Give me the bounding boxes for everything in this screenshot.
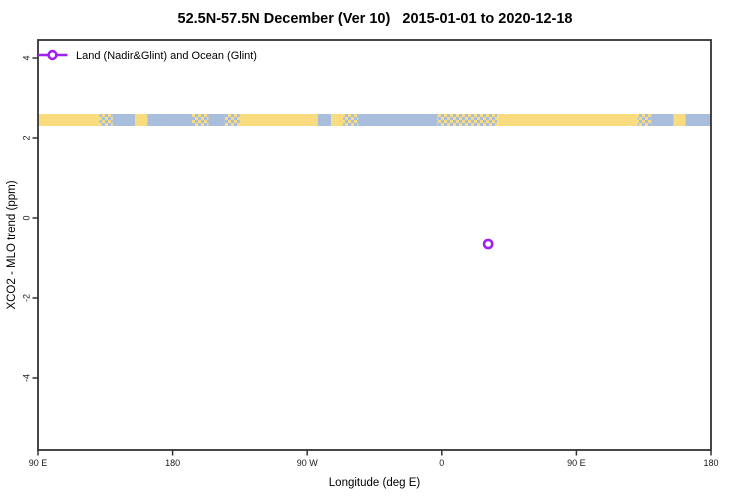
map-band-segment-ocean [651, 114, 674, 126]
y-tick-label: 4 [21, 55, 31, 60]
map-band-segment-ocean [112, 114, 136, 126]
y-tick-label: -4 [21, 374, 31, 382]
x-axis: 90 E 180 90 W 0 90 E 180 Longitude (deg … [29, 450, 719, 489]
map-band-segment-ocean [358, 114, 438, 126]
data-point [482, 238, 494, 250]
x-axis-label: Longitude (deg E) [329, 477, 421, 489]
legend: Land (Nadir&Glint) and Ocean (Glint) [38, 49, 257, 62]
y-axis: 4 2 0 -2 -4 XCO2 - MLO trend (ppm) [6, 55, 38, 382]
map-band-segment-ocean [685, 114, 711, 126]
x-tick-label: 90 W [297, 458, 319, 468]
map-band [38, 114, 711, 126]
map-band-segment-mixed [343, 114, 359, 126]
x-tick-label: 90 E [29, 458, 48, 468]
chart-title: 52.5N-57.5N December (Ver 10) 2015-01-01… [177, 11, 573, 27]
y-tick-label: -2 [21, 294, 31, 302]
map-band-segment-land [331, 114, 344, 126]
map-band-segment-mixed [637, 114, 652, 126]
map-band-segment-ocean [147, 114, 193, 126]
map-band-segment-land [673, 114, 686, 126]
data-points [482, 238, 494, 250]
map-band-segment-mixed [99, 114, 113, 126]
y-tick-label: 0 [21, 215, 31, 220]
map-band-segment-land [239, 114, 318, 126]
map-band-segment-mixed [192, 114, 209, 126]
y-axis-label: XCO2 - MLO trend (ppm) [6, 180, 18, 309]
map-band-segment-land [38, 114, 100, 126]
map-band-segment-ocean [317, 114, 332, 126]
map-band-segment-land [135, 114, 148, 126]
plot-border [37, 39, 712, 451]
legend-marker-icon [47, 49, 58, 61]
legend-label: Land (Nadir&Glint) and Ocean (Glint) [76, 50, 257, 62]
map-band-segment-mixed [437, 114, 498, 126]
x-tick-label: 90 E [567, 458, 586, 468]
x-tick-label: 180 [165, 458, 180, 468]
x-tick-label: 180 [703, 458, 718, 468]
map-band-segment-mixed [224, 114, 240, 126]
map-band-segment-land [497, 114, 638, 126]
y-tick-label: 2 [21, 135, 31, 140]
map-band-segment-ocean [208, 114, 225, 126]
x-tick-label: 0 [439, 458, 444, 468]
